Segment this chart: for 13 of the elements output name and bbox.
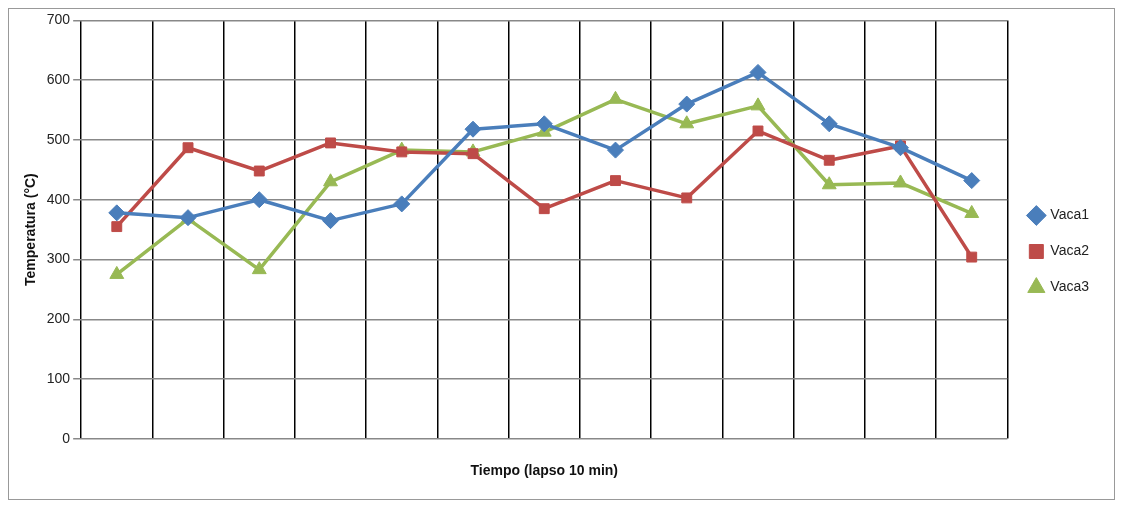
y-tick-label: 200: [46, 310, 71, 327]
legend-label: Vaca1: [1050, 206, 1090, 223]
y-tick-label: 100: [46, 369, 71, 386]
y-tick-label: 300: [46, 250, 71, 267]
y-axis-title: Temperatura (°C): [22, 173, 39, 286]
y-tick-label: 600: [46, 71, 71, 88]
legend-label: Vaca2: [1050, 242, 1090, 259]
y-tick-label: 0: [62, 429, 71, 446]
y-tick-label: 500: [46, 130, 71, 147]
legend-label: Vaca3: [1050, 278, 1090, 295]
y-tick-label: 400: [46, 190, 71, 207]
x-axis-title: Tiempo (lapso 10 min): [470, 462, 619, 479]
y-tick-label: 700: [46, 11, 71, 28]
